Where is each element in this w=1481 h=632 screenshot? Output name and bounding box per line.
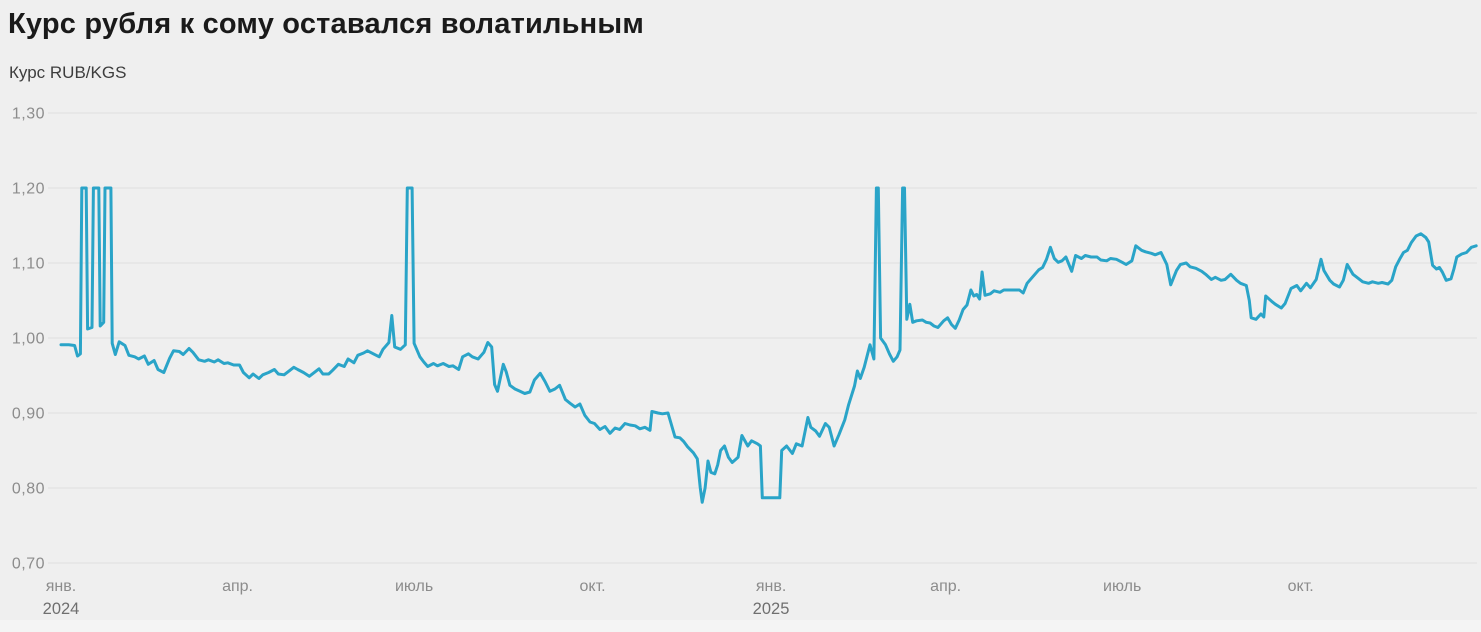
x-axis-label: окт.: [1288, 578, 1314, 595]
x-axis-label: июль: [395, 578, 433, 595]
y-axis-label: 1,10: [12, 256, 45, 273]
y-axis-label: 0,70: [12, 556, 45, 573]
x-axis-year-label: 2024: [43, 600, 80, 618]
y-axis-label: 1,30: [12, 106, 45, 123]
x-axis-year-label: 2025: [753, 600, 790, 618]
chart-title: Курс рубля к сому оставался волатильным: [8, 8, 645, 40]
x-axis-label: апр.: [222, 578, 253, 595]
x-axis-label: янв.: [46, 578, 76, 595]
x-axis-label: июль: [1103, 578, 1141, 595]
footer-strip: [0, 620, 1481, 632]
x-axis-label: апр.: [930, 578, 961, 595]
y-axis-label: 1,00: [12, 331, 45, 348]
y-axis-label: 1,20: [12, 181, 45, 198]
chart-subtitle: Курс RUB/KGS: [9, 63, 127, 82]
x-axis-label: янв.: [756, 578, 786, 595]
y-axis-label: 0,80: [12, 481, 45, 498]
y-axis-label: 0,90: [12, 406, 45, 423]
series-line-rub-kgs: [59, 186, 1478, 504]
x-axis-label: окт.: [580, 578, 606, 595]
